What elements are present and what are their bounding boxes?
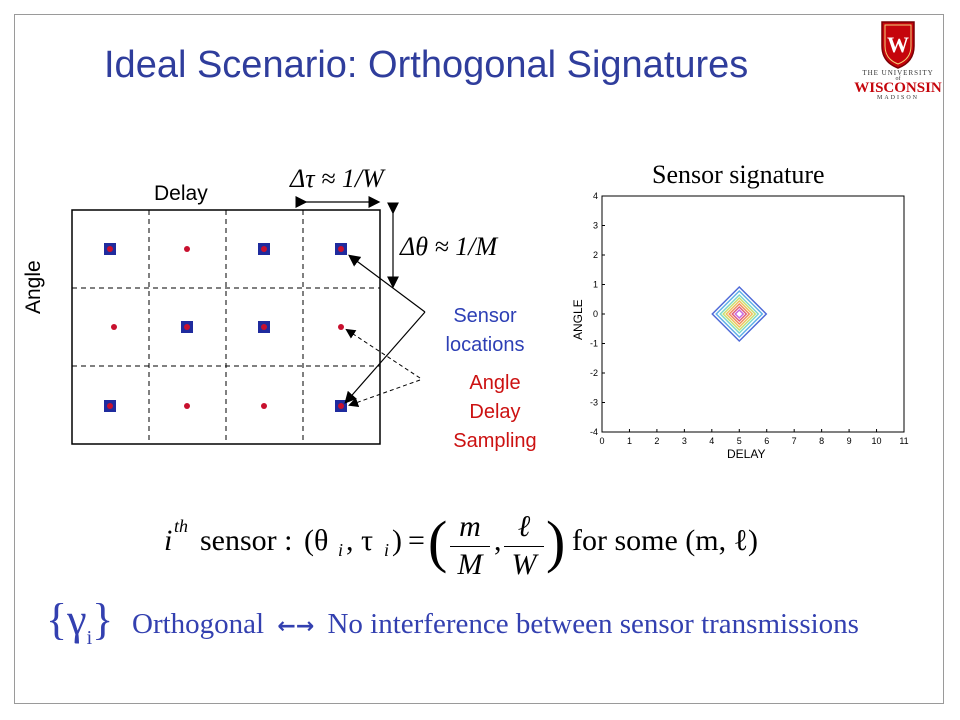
sampling-point [338, 246, 344, 252]
eq-sup: th [174, 516, 189, 536]
slide-frame [14, 14, 944, 704]
signature-contour [715, 289, 764, 339]
sampling-line2: Delay [469, 401, 521, 423]
sampling-point [261, 324, 267, 330]
sampling-point [338, 403, 344, 409]
sampling-pointer-arrow-1 [345, 328, 421, 379]
interference-text: No interference between sensor transmiss… [327, 608, 859, 640]
double-arrow-icon: ←→ [277, 614, 315, 639]
plot-title: Sensor signature [652, 160, 825, 189]
plot-xtick-label: 11 [899, 436, 908, 446]
eq-close: ) [392, 524, 402, 557]
sampling-pointer-arrow-2 [348, 379, 421, 408]
sampling-point [184, 324, 190, 330]
plot-ytick-label: -2 [590, 368, 598, 378]
eq-i: i [164, 524, 173, 557]
plot-ytick-label: 2 [593, 250, 598, 260]
sampling-point [184, 246, 190, 252]
orthogonal-statement: Orthogonal ←→ No interference between se… [132, 608, 859, 641]
logo-line1: THE UNIVERSITY [862, 69, 934, 77]
plot-xtick-label: 2 [654, 436, 659, 446]
eq-word: sensor : [200, 524, 293, 557]
sensor-locations-label: Sensor locations [428, 302, 542, 360]
plot-xtick-label: 1 [627, 436, 632, 446]
signature-contour [722, 296, 757, 332]
sampling-line1: Angle [469, 372, 521, 394]
wisconsin-crest-icon: W [881, 21, 915, 69]
sampling-point [184, 403, 190, 409]
sampling-line3: Sampling [453, 430, 537, 452]
plot-xtick-label: 0 [599, 436, 604, 446]
sampling-point [111, 324, 117, 330]
gamma-close: } [92, 595, 114, 644]
plot-ytick-label: 0 [593, 309, 598, 319]
logo-line4: MADISON [876, 95, 919, 101]
eq-sub2: i [384, 540, 390, 560]
logo-line2: of [895, 76, 901, 82]
sampling-point [107, 403, 113, 409]
slide-title: Ideal Scenario: Orthogonal Signatures [104, 44, 749, 86]
signature-contour [719, 293, 760, 335]
signature-contours [711, 285, 768, 343]
eq-frac2-num: ℓ [517, 510, 531, 543]
sampling-point [261, 246, 267, 252]
delta-tau-label: Δτ ≈ 1/W [290, 164, 384, 193]
sampling-point [107, 246, 113, 252]
plot-ytick-label: 1 [593, 280, 598, 290]
plot-xtick-label: 7 [792, 436, 797, 446]
plot-xlabel: DELAY [727, 447, 766, 461]
plot-xtick-label: 6 [764, 436, 769, 446]
plot-xtick-label: 9 [847, 436, 852, 446]
sensor-pointer-arrow-2 [344, 311, 426, 404]
eq-tail: for some (m, ℓ) [572, 524, 758, 557]
plot-ytick-label: -1 [590, 339, 598, 349]
eq-theta: (θ [304, 524, 329, 557]
orthogonal-word: Orthogonal [132, 608, 265, 640]
signature-contour [731, 305, 748, 323]
sensor-pointer-arrow-1 [348, 254, 426, 313]
eq-frac1-num: m [459, 510, 481, 543]
sensor-line1: Sensor [453, 305, 517, 327]
sampling-label: Angle Delay Sampling [436, 369, 554, 456]
signature-contour [711, 285, 768, 343]
plot-xtick-label: 10 [872, 436, 882, 446]
plot-xtick-label: 8 [819, 436, 824, 446]
signature-contour [734, 308, 745, 320]
plot-xtick-label: 3 [682, 436, 687, 446]
gamma-open: {γ [46, 595, 87, 644]
university-logo: W THE UNIVERSITY of WISCONSIN MADISON [852, 18, 944, 102]
gamma-set: {γi} [46, 594, 113, 650]
eq-lparen: ( [428, 509, 448, 574]
plot-ytick-label: -3 [590, 398, 598, 408]
sampling-point [338, 324, 344, 330]
plot-ylabel: ANGLE [571, 299, 585, 340]
delay-axis-label: Delay [154, 182, 208, 205]
signature-contour [725, 299, 754, 329]
eq-comma: , τ [346, 524, 374, 557]
eq-sub1: i [338, 540, 344, 560]
eq-rparen: ) [546, 509, 566, 574]
eq-equals: = [408, 524, 425, 557]
plot-xtick-label: 5 [737, 436, 742, 446]
sampling-point [261, 403, 267, 409]
plot-xtick-label: 4 [709, 436, 714, 446]
signature-contour [728, 302, 751, 326]
delta-theta-label: Δθ ≈ 1/M [400, 232, 498, 261]
eq-frac2-den: W [511, 548, 537, 581]
gamma-sub: i [86, 626, 93, 649]
grid-points [104, 243, 347, 412]
crest-letter: W [887, 32, 909, 57]
sensor-line2: locations [445, 334, 525, 356]
eq-frac1-den: M [457, 548, 483, 581]
grid-dashed-lines [72, 210, 380, 444]
plot-ytick-label: -4 [590, 427, 598, 437]
eq-comma2: , [494, 524, 502, 557]
logo-line3: WISCONSIN [854, 80, 942, 96]
plot-ytick-label: 3 [593, 221, 598, 231]
plot-ytick-label: 4 [593, 191, 598, 201]
